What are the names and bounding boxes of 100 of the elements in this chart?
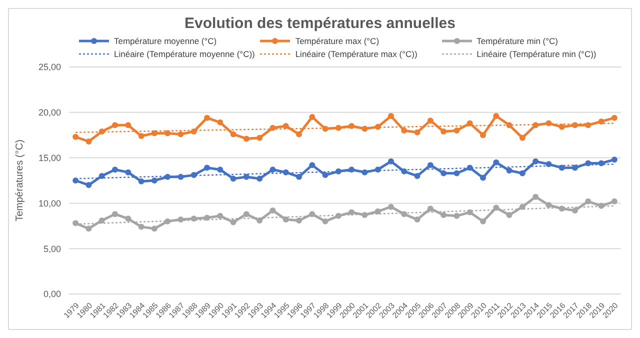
point [532,122,539,128]
point [217,212,224,219]
point [335,124,342,131]
point [480,218,486,224]
point [204,114,210,121]
point [427,118,434,124]
point [414,216,420,223]
legend-label: Température max (°C) [295,36,380,46]
point [98,172,105,179]
point [558,124,565,130]
point [282,216,289,223]
point [138,224,144,230]
point [282,123,289,130]
point [243,136,250,142]
point [374,208,381,214]
point [506,122,512,128]
point [178,174,184,180]
point [98,217,105,224]
point [493,159,500,166]
point [388,113,394,120]
point [546,161,552,168]
point [454,170,460,176]
legend-label: Linéaire (Température moyenne (°C)) [114,49,255,59]
point [86,182,92,188]
point [440,170,447,176]
point [256,176,263,182]
chart-title: Evolution des températures annuelles [184,15,456,32]
point [585,198,592,204]
point [230,131,236,138]
point [243,211,250,218]
point [322,126,328,132]
point [178,216,184,223]
point [466,209,473,216]
point [190,128,197,134]
point [506,168,512,174]
point [296,217,302,224]
legend-label: Linéaire (Température max (°C)) [295,49,418,59]
point [270,124,276,131]
point [86,138,92,144]
point [388,204,394,210]
point [598,160,604,166]
point [72,220,79,226]
point [151,130,158,136]
y-tick-label: 0,00 [43,289,61,300]
point [348,209,355,216]
point [519,134,526,141]
point [256,217,263,224]
point [414,129,420,136]
point [256,134,263,141]
point [270,166,276,173]
point [572,207,578,214]
point [72,178,79,184]
point [164,130,171,136]
point [572,164,578,171]
point [335,168,342,174]
legend-label: Température moyenne (°C) [114,36,217,46]
point [493,113,500,120]
point [178,131,184,138]
point [362,212,368,218]
point [558,164,565,171]
point [374,124,381,130]
point [611,198,618,204]
y-tick-label: 15,00 [38,152,61,163]
point [401,128,408,134]
point [309,211,316,218]
point [151,178,158,184]
point [204,164,210,171]
point [598,202,604,209]
point [112,122,118,128]
point [519,204,526,210]
point [86,226,92,232]
point [598,118,604,124]
point [230,176,236,182]
point [348,166,355,173]
point [309,114,316,120]
point [388,158,394,164]
legend-label: Linéaire (Température min (°C)) [476,49,596,59]
point [585,122,592,128]
point [151,226,158,232]
point [309,162,316,168]
legend-label: Température min (°C) [476,36,558,46]
point [374,166,381,173]
point [362,126,368,132]
y-tick-label: 5,00 [43,244,61,254]
point [519,170,526,176]
point [466,120,473,126]
y-axis-title: Températures (°C) [14,140,26,222]
point [401,168,408,174]
point [190,172,197,178]
point [217,166,224,173]
point [125,122,132,128]
point [204,214,210,221]
point [546,120,552,126]
point [427,162,434,168]
point [164,174,171,180]
point [138,178,144,184]
point [296,174,302,180]
point [348,123,355,130]
point [322,218,328,224]
y-tick-label: 25,00 [38,62,61,72]
